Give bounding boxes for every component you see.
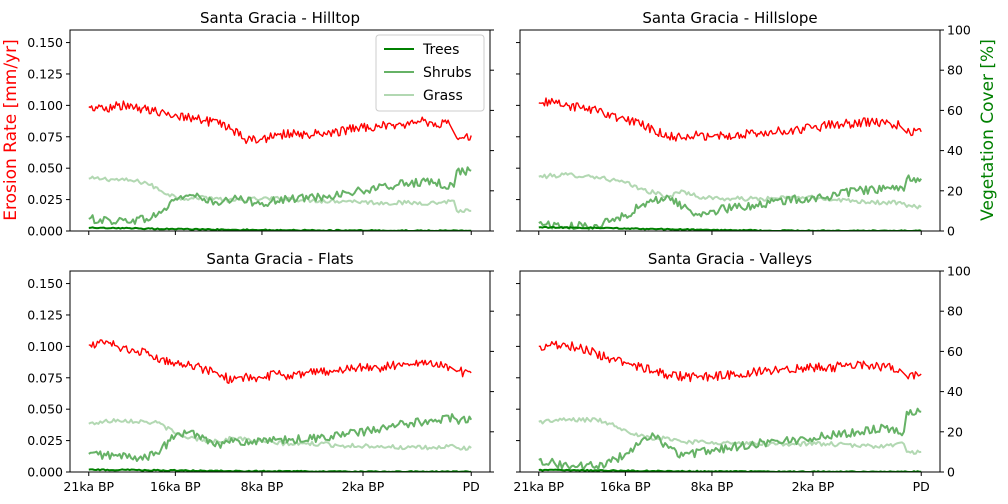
x-tick-label: 16ka BP bbox=[600, 479, 651, 494]
series-line-shrubs bbox=[88, 166, 472, 226]
x-tick-label: 21ka BP bbox=[513, 479, 564, 494]
subplot: Santa Gracia - Hillslope 0 20 40 60 80 100 bbox=[516, 9, 971, 239]
y-tick-label: 0.025 bbox=[27, 192, 63, 207]
x-tick-label: 8ka BP bbox=[241, 479, 284, 494]
series-line-trees bbox=[538, 468, 922, 472]
axes-frame bbox=[519, 29, 941, 232]
y2-tick-label: 80 bbox=[947, 63, 963, 78]
subplot: Santa Gracia - Hilltop 0.000 0.025 0.050 0.0… bbox=[27, 9, 494, 239]
erosion-line bbox=[538, 97, 922, 142]
y-tick-label: 0.125 bbox=[27, 66, 63, 81]
subplot-title: Santa Gracia - Valleys bbox=[648, 250, 812, 268]
y2-tick-label: 40 bbox=[947, 143, 963, 158]
y-tick-label: 0.100 bbox=[27, 98, 63, 113]
axes-frame bbox=[519, 270, 941, 473]
y-tick-label: 0.050 bbox=[27, 161, 63, 176]
legend-label-grass: Grass bbox=[423, 88, 463, 104]
legend-box bbox=[375, 34, 485, 112]
y2-tick-label: 20 bbox=[947, 183, 963, 198]
y2-tick-label: 80 bbox=[947, 304, 963, 319]
y-tick-label: 0.050 bbox=[27, 402, 63, 417]
axes-frame bbox=[69, 29, 491, 232]
x-tick-label: 21ka BP bbox=[63, 479, 114, 494]
series-line-grass bbox=[538, 172, 922, 210]
erosion-line bbox=[538, 340, 922, 383]
subplot: Santa Gracia - Valleys 0 20 40 60 80 100 21ka B… bbox=[513, 250, 970, 494]
plot-area bbox=[88, 339, 473, 472]
subplot: Santa Gracia - Flats 0.000 0.025 0.050 0.075… bbox=[27, 250, 494, 494]
x-tick-label: 2ka BP bbox=[792, 479, 835, 494]
legend-label-trees: Trees bbox=[422, 42, 459, 58]
y-tick-label: 0.125 bbox=[27, 307, 63, 322]
y2-tick-label: 20 bbox=[947, 424, 963, 439]
plot-area bbox=[538, 97, 922, 231]
y2-tick-label: 0 bbox=[947, 224, 955, 239]
y-tick-label: 0.025 bbox=[27, 433, 63, 448]
y-tick-label: 0.075 bbox=[27, 129, 63, 144]
subplot-title: Santa Gracia - Hillslope bbox=[642, 9, 817, 27]
y2-tick-label: 100 bbox=[947, 264, 971, 279]
series-line-shrubs bbox=[538, 174, 922, 231]
series-line-trees bbox=[88, 226, 472, 231]
axes-frame bbox=[69, 270, 491, 473]
subplot-title: Santa Gracia - Flats bbox=[206, 250, 353, 268]
series-line-shrubs bbox=[538, 407, 922, 471]
legend-label-shrubs: Shrubs bbox=[423, 65, 472, 81]
plot-area bbox=[538, 340, 922, 472]
plot-area bbox=[88, 100, 472, 231]
y2-tick-label: 100 bbox=[947, 23, 971, 38]
subplot-title: Santa Gracia - Hilltop bbox=[200, 9, 360, 27]
series-line-grass bbox=[88, 418, 472, 451]
y2-tick-label: 40 bbox=[947, 384, 963, 399]
y-tick-label: 0.000 bbox=[27, 224, 63, 239]
y-tick-label: 0.150 bbox=[27, 35, 63, 50]
y2-tick-label: 60 bbox=[947, 103, 963, 118]
right-axis-label: Vegetation Cover [%] bbox=[978, 39, 998, 221]
left-axis-label: Erosion Rate [mm/yr] bbox=[1, 39, 21, 220]
panels: Santa Gracia - Hilltop 0.000 0.025 0.050 0.0… bbox=[27, 9, 971, 494]
series-line-grass bbox=[88, 175, 472, 214]
erosion-line bbox=[88, 100, 472, 145]
x-tick-label: 16ka BP bbox=[150, 479, 201, 494]
y-tick-label: 0.100 bbox=[27, 339, 63, 354]
y-tick-label: 0.075 bbox=[27, 370, 63, 385]
x-tick-label: 8ka BP bbox=[691, 479, 734, 494]
series-line-shrubs bbox=[88, 413, 473, 462]
x-tick-label: PD bbox=[463, 479, 480, 494]
y-tick-label: 0.150 bbox=[27, 276, 63, 291]
series-line-trees bbox=[538, 225, 922, 231]
x-tick-label: 2ka BP bbox=[342, 479, 385, 494]
y2-tick-label: 0 bbox=[947, 465, 955, 480]
erosion-line bbox=[88, 339, 472, 384]
series-line-grass bbox=[538, 416, 922, 455]
legend: Trees Shrubs Grass bbox=[375, 34, 485, 112]
y2-tick-label: 60 bbox=[947, 344, 963, 359]
x-tick-label: PD bbox=[913, 479, 930, 494]
y-tick-label: 0.000 bbox=[27, 465, 63, 480]
